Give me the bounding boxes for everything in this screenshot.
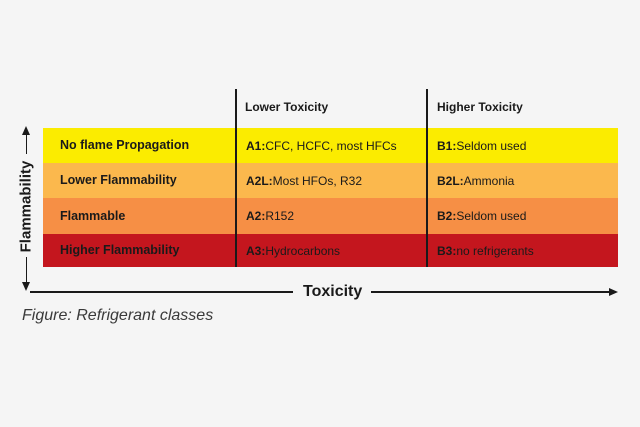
x-axis-line [371,291,610,293]
refrigerant-class-matrix: No flame Propagation A1: CFC, HCFC, most… [43,128,618,267]
row-label-flammable: Flammable [60,208,126,223]
class-description: no refrigerants [456,243,534,258]
class-description: Hydrocarbons [265,243,341,258]
figure-caption: Figure: Refrigerant classes [22,307,214,324]
class-description: CFC, HCFC, most HFCs [265,138,397,153]
cell-a3: A3: Hydrocarbons [236,234,427,267]
column-header-higher-toxicity: Higher Toxicity [437,100,523,114]
class-description: Most HFOs, R32 [272,173,363,188]
cell-b2: B2: Seldom used [427,198,618,234]
column-divider-line [235,89,237,267]
class-description: Seldom used [456,209,527,223]
row-label-higher-flammability: Higher Flammability [60,243,180,258]
class-code: A2L: [246,173,273,188]
class-description: Ammonia [463,173,515,188]
class-code: A2: [246,209,266,223]
x-axis-label: Toxicity [303,283,363,300]
class-code: B1: [437,138,457,153]
class-code: A3: [246,243,266,258]
row-label-no-flame-propagation: No flame Propagation [60,138,190,153]
arrow-up-icon [22,126,30,135]
table-row-a2l-b2l: Lower Flammability A2L: Most HFOs, R32 B… [43,163,618,198]
cell-b2l: B2L: Ammonia [427,163,618,198]
class-description: Seldom used [456,138,527,153]
column-divider-line [426,89,428,267]
cell-a2l: A2L: Most HFOs, R32 [236,163,427,198]
x-axis-line [30,291,293,293]
class-code: B3: [437,243,457,258]
table-row-a2-b2: Flammable A2: R152 B2: Seldom used [43,198,618,234]
class-code: B2L: [437,173,464,188]
arrow-right-icon [609,287,618,296]
table-row-a3-b3: Higher Flammability A3: Hydrocarbons B3:… [43,234,618,267]
class-code: B2: [437,209,457,223]
table-row-a1-b1: No flame Propagation A1: CFC, HCFC, most… [43,128,618,163]
cell-a2: A2: R152 [236,198,427,234]
cell-b3: B3: no refrigerants [427,234,618,267]
cell-a1: A1: CFC, HCFC, most HFCs [236,128,427,163]
class-description: R152 [265,209,295,223]
cell-b1: B1: Seldom used [427,128,618,163]
class-code: A1: [246,138,266,153]
y-axis-line [25,134,27,154]
y-axis-line [25,257,27,282]
column-header-lower-toxicity: Lower Toxicity [245,100,329,114]
arrow-down-icon [22,282,30,291]
y-axis-label: Flammability [17,160,35,253]
row-label-lower-flammability: Lower Flammability [60,173,177,188]
